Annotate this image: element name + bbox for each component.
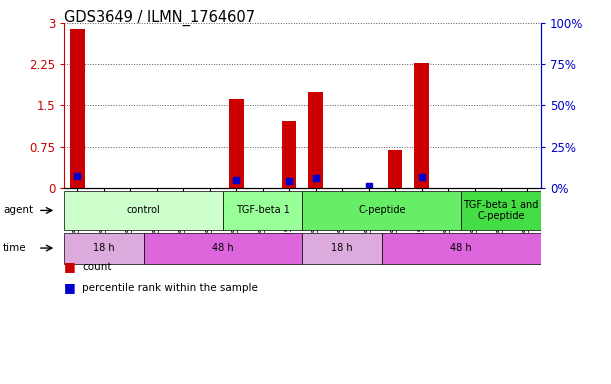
Bar [302, 191, 461, 230]
Text: time: time [3, 243, 27, 253]
Text: percentile rank within the sample: percentile rank within the sample [82, 283, 258, 293]
Text: TGF-beta 1 and
C-peptide: TGF-beta 1 and C-peptide [463, 200, 539, 221]
Bar [309, 92, 323, 188]
Text: count: count [82, 262, 112, 272]
Bar [282, 121, 296, 188]
Text: C-peptide: C-peptide [358, 205, 406, 215]
Bar [229, 99, 244, 188]
Text: ■: ■ [64, 281, 76, 295]
Bar [144, 233, 302, 263]
Bar [64, 233, 144, 263]
Text: ■: ■ [64, 260, 76, 273]
Text: 18 h: 18 h [331, 243, 353, 253]
Text: GDS3649 / ILMN_1764607: GDS3649 / ILMN_1764607 [64, 10, 255, 26]
Bar [302, 233, 382, 263]
Bar [70, 28, 85, 188]
Bar [461, 191, 541, 230]
Text: 48 h: 48 h [212, 243, 234, 253]
Text: TGF-beta 1: TGF-beta 1 [236, 205, 290, 215]
Text: 48 h: 48 h [450, 243, 472, 253]
Bar [223, 191, 302, 230]
Bar [414, 63, 429, 188]
Text: agent: agent [3, 205, 33, 215]
Bar [64, 191, 223, 230]
Text: 18 h: 18 h [93, 243, 115, 253]
Bar [382, 233, 541, 263]
Text: control: control [126, 205, 161, 215]
Bar [388, 151, 403, 188]
